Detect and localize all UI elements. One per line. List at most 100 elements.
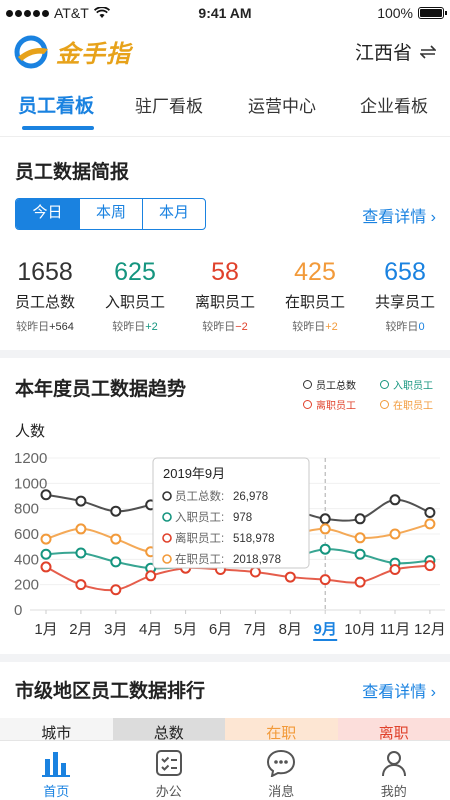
summary-detail-label: 查看详情: [362, 209, 427, 226]
x-tick-label: 2月: [69, 621, 92, 638]
tooltip-value: 978: [233, 512, 252, 524]
data-point: [284, 571, 296, 583]
compare-label: 较昨日: [16, 321, 50, 333]
stat-delta: +564: [49, 321, 74, 333]
stat-active: 425 在职员工 较昨日+2: [270, 257, 360, 334]
column-header-total[interactable]: 总数: [112, 718, 225, 740]
x-tick-label: 5月: [174, 621, 197, 638]
stat-value: 658: [384, 258, 426, 286]
chevron-right-icon: ›: [430, 209, 436, 226]
tooltip-marker: [162, 512, 172, 522]
trend-card: 本年度员工数据趋势 员工总数 入职员工 离职员工 在职员工 人数 0 200 400…: [0, 358, 450, 654]
data-point: [389, 563, 401, 575]
data-point: [110, 505, 122, 517]
compare-label: 较昨日: [292, 321, 326, 333]
region-label: 江西省: [354, 43, 412, 64]
legend-label: 离职员工: [316, 401, 356, 412]
data-point: [75, 523, 87, 535]
legend-item[interactable]: 员工总数: [303, 377, 356, 392]
column-header-active[interactable]: 在职: [225, 718, 338, 740]
tooltip-marker: [162, 554, 172, 564]
x-tick-label: 1月: [34, 621, 57, 638]
data-point: [75, 579, 87, 591]
tabbar-label: 消息: [268, 784, 295, 799]
stat-label: 离职员工: [194, 294, 255, 311]
battery-icon: [418, 7, 447, 19]
data-point: [40, 548, 52, 560]
tooltip-value: 2018,978: [233, 554, 281, 566]
y-tick-label: 400: [14, 551, 39, 568]
compare-label: 较昨日: [112, 321, 146, 333]
stat-delta: −2: [235, 321, 248, 333]
dashboard-tabs: 员工看板 驻厂看板 运营中心 企业看板: [0, 76, 450, 136]
data-point: [319, 513, 331, 525]
tabbar-label: 我的: [380, 784, 407, 799]
tabbar-label: 办公: [155, 784, 182, 799]
data-point: [389, 528, 401, 540]
app-name: 金手指: [56, 41, 131, 68]
clock: 9:41 AM: [198, 5, 252, 21]
y-tick-label: 600: [14, 526, 39, 543]
stat-compare: 较昨日+2: [90, 318, 180, 334]
x-tick-label: 11月: [380, 621, 411, 638]
y-axis-unit: 人数: [15, 423, 46, 440]
region-switcher[interactable]: 江西省: [355, 38, 436, 65]
app-logo: 金手指: [14, 34, 131, 69]
ranking-card: 市级地区员工数据排行 查看详情 › 城市 总数 在职 离职: [0, 662, 450, 740]
period-month[interactable]: 本月: [142, 199, 205, 229]
data-point: [389, 494, 401, 506]
legend-item[interactable]: 在职员工: [380, 397, 433, 412]
summary-card: 员工数据简报 今日 本周 本月 查看详情 › 1658 员工总数 较昨日+564…: [0, 136, 450, 350]
stat-left: 58 离职员工 较昨日−2: [180, 257, 270, 334]
swap-icon: [420, 44, 436, 59]
stat-compare: 较昨日0: [360, 318, 450, 334]
tabbar-messages[interactable]: 消息: [225, 741, 338, 800]
column-header-left[interactable]: 离职: [337, 718, 450, 740]
tab-enterprise[interactable]: 企业看板: [360, 97, 428, 116]
ranking-detail-link[interactable]: 查看详情 ›: [362, 678, 436, 702]
compare-label: 较昨日: [202, 321, 236, 333]
stat-label: 在职员工: [284, 294, 345, 311]
tooltip-marker: [162, 491, 172, 501]
ranking-title: 市级地区员工数据排行: [15, 681, 206, 702]
user-icon: [381, 751, 406, 777]
data-point: [40, 489, 52, 501]
stat-delta: +2: [325, 321, 338, 333]
tabbar-profile[interactable]: 我的: [338, 741, 450, 800]
stat-delta: +2: [145, 321, 158, 333]
status-bar: AT&T 9:41 AM 100%: [0, 0, 450, 26]
column-header-city[interactable]: 城市: [0, 718, 113, 740]
y-tick-label: 1000: [14, 475, 47, 492]
tooltip-title: 2019年9月: [163, 466, 225, 481]
app-header: 金手指 江西省: [0, 26, 450, 76]
data-point: [249, 566, 261, 578]
legend-item[interactable]: 入职员工: [380, 377, 433, 392]
period-today[interactable]: 今日: [16, 199, 79, 229]
tabbar-office[interactable]: 办公: [113, 741, 226, 800]
series-line: [45, 564, 431, 592]
stat-value: 625: [114, 258, 156, 286]
summary-detail-link[interactable]: 查看详情 ›: [362, 203, 436, 227]
period-week[interactable]: 本周: [79, 199, 142, 229]
data-point: [145, 570, 157, 582]
summary-title: 员工数据简报: [15, 162, 130, 183]
trend-chart[interactable]: 0 200 400 600 800 1000 1200 1月 2月 3月 4月 5月 6月 7月 8月 9月 1…: [0, 442, 450, 652]
legend-label: 员工总数: [316, 381, 356, 392]
tooltip-value: 26,978: [233, 491, 268, 503]
data-point: [75, 495, 87, 507]
tab-employee[interactable]: 员工看板: [18, 96, 95, 117]
tabbar-home[interactable]: 首页: [0, 741, 113, 800]
wifi-icon: [93, 7, 110, 18]
tab-operations[interactable]: 运营中心: [248, 97, 316, 116]
data-point: [40, 561, 52, 573]
stat-compare: 较昨日−2: [180, 318, 270, 334]
tooltip-label: 员工总数:: [175, 489, 224, 503]
tooltip-label: 离职员工:: [175, 531, 224, 545]
stat-value: 425: [294, 258, 336, 286]
data-point: [319, 543, 331, 555]
legend-item[interactable]: 离职员工: [303, 397, 356, 412]
ranking-table-header: 城市 总数 在职 离职: [0, 718, 450, 740]
x-tick-label: 6月: [209, 621, 232, 638]
tab-factory[interactable]: 驻厂看板: [135, 97, 203, 116]
ranking-detail-label: 查看详情: [362, 684, 427, 701]
